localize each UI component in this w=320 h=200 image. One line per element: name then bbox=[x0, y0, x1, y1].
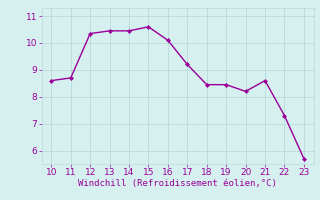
X-axis label: Windchill (Refroidissement éolien,°C): Windchill (Refroidissement éolien,°C) bbox=[78, 179, 277, 188]
